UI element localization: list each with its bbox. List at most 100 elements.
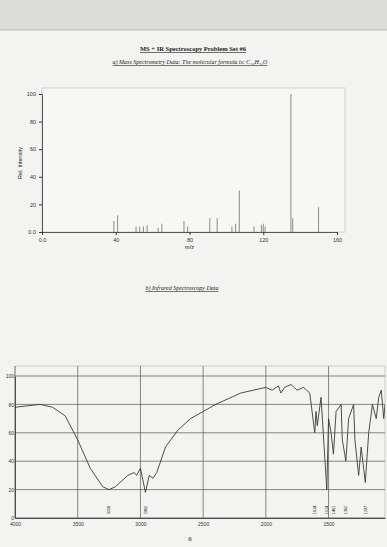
peak: [136, 226, 137, 232]
tick-label: 4000: [10, 521, 21, 527]
chart-line: b) Infrared Spectroscopy Data 4000 3500 300…: [6, 285, 386, 527]
tick-label: 60: [8, 430, 14, 436]
plot-frame: [15, 366, 385, 518]
tick-label: 100: [6, 373, 15, 379]
peak: [239, 191, 240, 232]
tick-label: 0: [11, 515, 14, 521]
tick-mark: [39, 94, 42, 95]
peak: [290, 94, 291, 232]
peak: [261, 225, 262, 232]
grid-line: [15, 432, 385, 433]
marks: [114, 94, 319, 232]
tick-label: 0.0: [39, 237, 47, 243]
tick-label: 120: [259, 237, 268, 243]
y-axis: 0 20 40 60 80 100: [6, 373, 16, 521]
tick-mark: [39, 204, 42, 205]
tick-label: 40: [30, 174, 36, 180]
tick-mark: [116, 232, 117, 235]
tick-mark: [39, 122, 42, 123]
tick-label: 1500: [323, 521, 334, 527]
grid-line: [15, 489, 385, 490]
tick-label: 0.0: [28, 229, 36, 235]
peak-label: 3258: [107, 506, 111, 514]
tick: 0: [11, 515, 15, 521]
peak: [235, 224, 236, 232]
axis-line: [15, 377, 16, 519]
tick-label: 60: [30, 146, 36, 152]
peak: [209, 218, 210, 232]
x-axis: 4000 3500 3000 2500 2000 1500: [10, 518, 386, 527]
peak: [158, 228, 159, 232]
tick: 20: [8, 487, 15, 493]
peak: [292, 218, 293, 232]
grid-line: [15, 518, 385, 519]
tick: 40: [8, 458, 15, 464]
paper: [0, 30, 387, 547]
tick: 80: [8, 402, 15, 408]
tick: 60: [30, 146, 42, 152]
grid-line: [140, 366, 141, 518]
tick: 80: [187, 232, 193, 243]
tick-mark: [39, 232, 42, 233]
tick: 3500: [73, 518, 84, 527]
paper-edge: [0, 30, 387, 31]
tick-label: 20: [30, 202, 36, 208]
tick-label: 2500: [198, 521, 209, 527]
tick: 1500: [323, 518, 334, 527]
tick-label: 3500: [73, 521, 84, 527]
grid-line: [203, 366, 204, 518]
grid-line: [77, 366, 78, 518]
tick: 120: [259, 232, 268, 243]
tick: 0.0: [39, 232, 47, 243]
chart-title: b) Infrared Spectroscopy Data: [145, 285, 218, 292]
tick-mark: [190, 232, 191, 235]
tick: 100: [6, 373, 15, 379]
x-axis: 0.0 40 80 120 160: [39, 232, 342, 243]
axis-line: [16, 518, 386, 519]
tick: 2500: [198, 518, 209, 527]
marks: [15, 385, 385, 493]
tick-mark: [263, 232, 264, 235]
peak-label: 1614: [313, 506, 317, 514]
grid-line: [15, 376, 385, 377]
axis-title: Rel. Intensity: [17, 147, 23, 179]
y-axis: 0.0 20 40 60 80 100: [27, 91, 43, 235]
tick-label: 80: [187, 237, 193, 243]
tick: 160: [333, 232, 342, 243]
chart-stem: a) Mass Spectrometry Data: The molecular…: [17, 59, 345, 250]
grid-line: [15, 404, 385, 405]
tick-label: 80: [8, 402, 14, 408]
tick-label: 2000: [261, 521, 272, 527]
grid-line: [265, 366, 266, 518]
peak: [318, 207, 319, 232]
tick-label: 100: [27, 91, 36, 97]
peak: [231, 226, 232, 232]
tick: 100: [27, 91, 42, 97]
tick-label: 20: [8, 487, 14, 493]
peak: [263, 224, 264, 232]
chart-title: a) Mass Spectrometry Data: The molecular…: [113, 59, 268, 66]
tick: 40: [30, 174, 42, 180]
tick-label: 160: [333, 237, 342, 243]
peak: [113, 221, 114, 232]
background: [0, 0, 387, 547]
tick: 2000: [261, 518, 272, 527]
peak-label: 2962: [144, 506, 148, 514]
tick-label: 80: [30, 119, 36, 125]
grid-line: [15, 461, 385, 462]
tick-label: 40: [8, 458, 14, 464]
tick-mark: [39, 149, 42, 150]
peak: [265, 226, 266, 232]
spectrum-line: [15, 385, 385, 493]
tick: 80: [30, 119, 42, 125]
grid-line: [15, 366, 16, 518]
peak: [147, 225, 148, 232]
peak: [254, 226, 255, 232]
axis-line: [42, 95, 43, 233]
tick: 40: [113, 232, 119, 243]
page-number: 6: [188, 535, 192, 543]
peak-label: 1362: [344, 506, 348, 514]
tick: 3000: [135, 518, 146, 527]
tick: 0.0: [28, 229, 42, 235]
peak: [183, 221, 184, 232]
